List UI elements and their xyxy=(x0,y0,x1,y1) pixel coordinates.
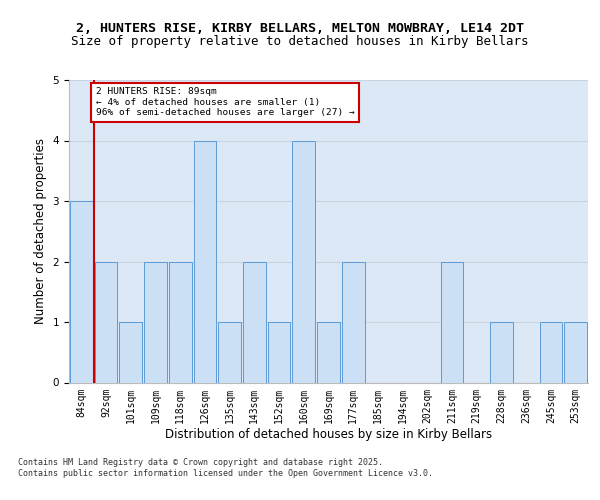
Bar xyxy=(317,322,340,382)
Bar xyxy=(119,322,142,382)
Bar xyxy=(194,140,216,382)
Y-axis label: Number of detached properties: Number of detached properties xyxy=(34,138,47,324)
Bar xyxy=(342,262,365,382)
Text: Contains HM Land Registry data © Crown copyright and database right 2025.
Contai: Contains HM Land Registry data © Crown c… xyxy=(18,458,433,477)
Bar xyxy=(243,262,266,382)
X-axis label: Distribution of detached houses by size in Kirby Bellars: Distribution of detached houses by size … xyxy=(165,428,492,441)
Text: 2, HUNTERS RISE, KIRBY BELLARS, MELTON MOWBRAY, LE14 2DT: 2, HUNTERS RISE, KIRBY BELLARS, MELTON M… xyxy=(76,22,524,36)
Bar xyxy=(218,322,241,382)
Bar xyxy=(292,140,315,382)
Bar xyxy=(144,262,167,382)
Bar xyxy=(539,322,562,382)
Bar xyxy=(564,322,587,382)
Bar xyxy=(169,262,191,382)
Bar xyxy=(268,322,290,382)
Text: 2 HUNTERS RISE: 89sqm
← 4% of detached houses are smaller (1)
96% of semi-detach: 2 HUNTERS RISE: 89sqm ← 4% of detached h… xyxy=(95,88,355,117)
Bar xyxy=(490,322,513,382)
Bar xyxy=(95,262,118,382)
Bar xyxy=(441,262,463,382)
Text: Size of property relative to detached houses in Kirby Bellars: Size of property relative to detached ho… xyxy=(71,35,529,48)
Bar xyxy=(70,201,93,382)
